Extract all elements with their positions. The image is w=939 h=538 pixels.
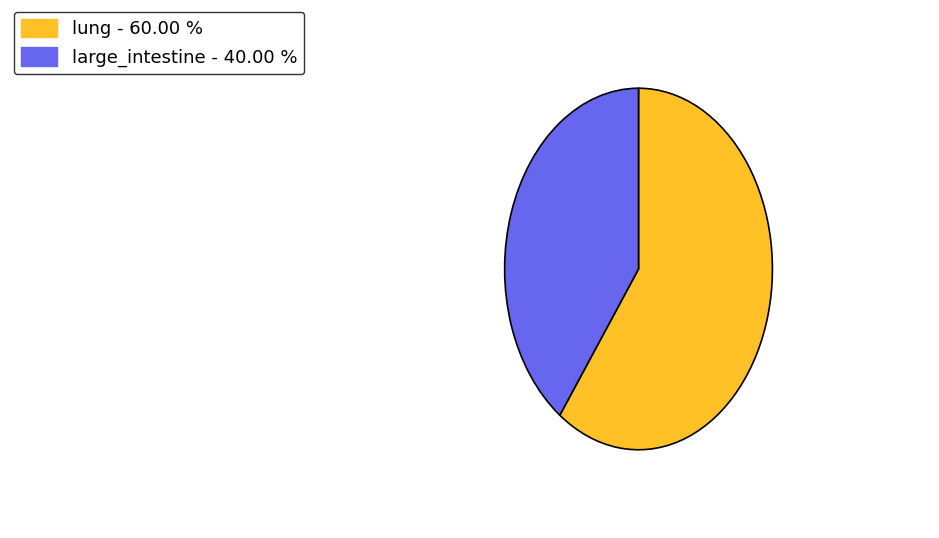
Wedge shape <box>504 88 639 415</box>
Wedge shape <box>560 88 773 450</box>
Legend: lung - 60.00 %, large_intestine - 40.00 %: lung - 60.00 %, large_intestine - 40.00 … <box>14 12 304 74</box>
